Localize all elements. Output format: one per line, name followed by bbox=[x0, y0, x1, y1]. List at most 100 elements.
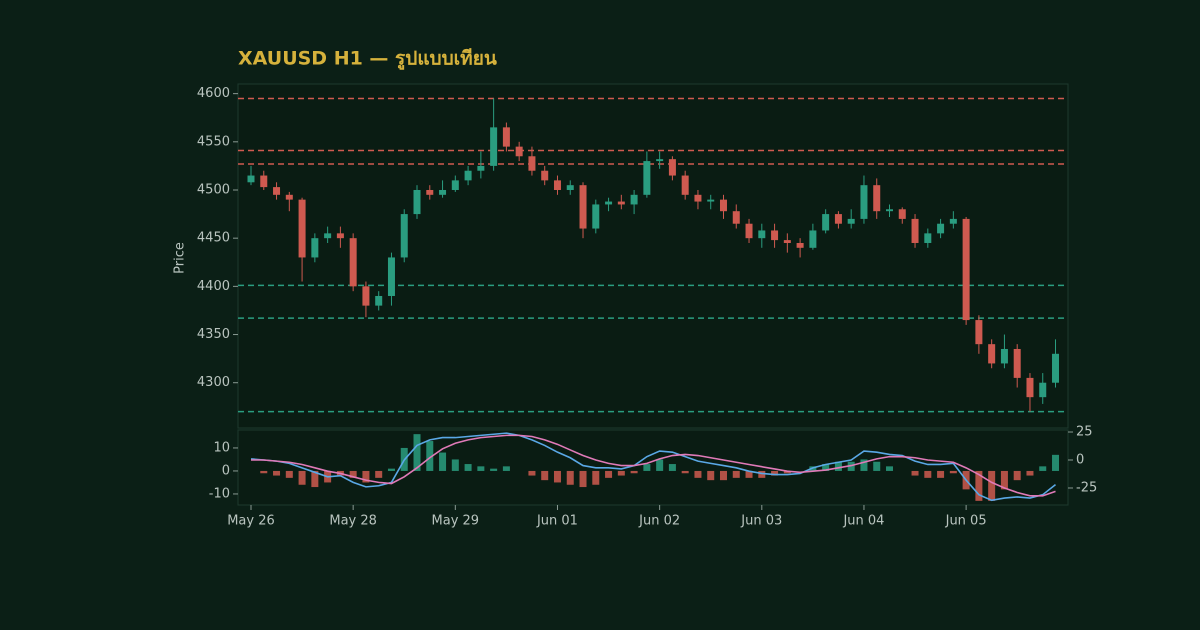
histogram-bar bbox=[298, 470, 306, 485]
candle-body bbox=[668, 159, 676, 176]
histogram-bar bbox=[860, 459, 868, 471]
y-tick-label: 4500 bbox=[197, 182, 230, 197]
candle-body bbox=[707, 199, 715, 202]
candle-body bbox=[362, 286, 370, 306]
histogram-bar bbox=[273, 470, 281, 476]
histogram-bar bbox=[285, 470, 293, 478]
candle-body bbox=[260, 175, 268, 188]
histogram-bar bbox=[1052, 454, 1060, 471]
histogram-bar bbox=[592, 470, 600, 485]
candle-body bbox=[1039, 382, 1047, 398]
histogram-bar bbox=[490, 468, 498, 471]
candle-body bbox=[324, 233, 332, 239]
price-panel bbox=[237, 83, 1069, 429]
candle-body bbox=[758, 230, 766, 239]
histogram-bar bbox=[605, 470, 613, 478]
candle-body bbox=[924, 233, 932, 243]
x-tick-label: Jun 03 bbox=[740, 514, 782, 529]
histogram-bar bbox=[502, 466, 510, 471]
candle-body bbox=[490, 127, 498, 166]
histogram-bar bbox=[1000, 470, 1008, 490]
histogram-bar bbox=[477, 466, 485, 471]
candle-body bbox=[477, 165, 485, 171]
candle-body bbox=[745, 223, 753, 239]
histogram-bar bbox=[656, 459, 664, 471]
histogram-bar bbox=[451, 459, 459, 471]
candle-body bbox=[1052, 353, 1060, 383]
histogram-bar bbox=[1039, 466, 1047, 471]
x-tick-label: Jun 02 bbox=[638, 514, 680, 529]
candle-body bbox=[860, 185, 868, 219]
candle-body bbox=[975, 320, 983, 345]
candle-body bbox=[400, 214, 408, 258]
histogram-bar bbox=[937, 470, 945, 478]
candle-body bbox=[515, 146, 523, 157]
candle-body bbox=[911, 218, 919, 243]
histogram-bar bbox=[375, 470, 383, 478]
x-tick-label: Jun 01 bbox=[536, 514, 578, 529]
histogram-bar bbox=[439, 452, 447, 471]
y-tick-label: 4450 bbox=[197, 231, 230, 246]
candle-body bbox=[834, 214, 842, 224]
candle-body bbox=[349, 238, 357, 287]
histogram-bar bbox=[387, 468, 395, 471]
candle-body bbox=[464, 170, 472, 181]
histogram-bar bbox=[834, 461, 842, 471]
candle-body bbox=[630, 194, 638, 205]
histogram-bar bbox=[630, 470, 638, 474]
histogram-bar bbox=[668, 464, 676, 471]
candle-body bbox=[502, 127, 510, 147]
histogram-bar bbox=[771, 470, 779, 476]
candle-body bbox=[962, 218, 970, 321]
candle-body bbox=[566, 185, 574, 190]
macd-line bbox=[250, 432, 1057, 502]
histogram-bar bbox=[426, 441, 434, 471]
histogram-bar bbox=[873, 461, 881, 471]
histogram-bar bbox=[719, 470, 727, 481]
candle-body bbox=[694, 194, 702, 202]
candle-body bbox=[643, 161, 651, 195]
candle-body bbox=[451, 180, 459, 190]
candle-body bbox=[605, 201, 613, 205]
candle-body bbox=[553, 180, 561, 190]
histogram-bar bbox=[975, 470, 983, 501]
candle-body bbox=[949, 218, 957, 224]
y-tick-label: 0 bbox=[222, 463, 230, 478]
candle-body bbox=[809, 230, 817, 248]
x-tick-label: Jun 04 bbox=[842, 514, 884, 529]
candle-body bbox=[898, 209, 906, 219]
candle-body bbox=[273, 187, 281, 195]
candle-body bbox=[886, 209, 893, 212]
macd-panel bbox=[237, 429, 1069, 506]
y-tick-label: 4400 bbox=[197, 279, 230, 294]
histogram-bar bbox=[681, 470, 689, 474]
candle-body bbox=[783, 240, 791, 243]
candle-body bbox=[937, 223, 945, 234]
candle-body bbox=[413, 189, 421, 215]
candle-body bbox=[336, 233, 344, 239]
x-tick-label: May 28 bbox=[329, 514, 377, 529]
candle-body bbox=[732, 211, 740, 224]
candle-body bbox=[1026, 377, 1034, 398]
candle-body bbox=[298, 199, 306, 258]
y-tick-label: 4550 bbox=[197, 134, 230, 149]
histogram-bar bbox=[541, 470, 549, 481]
candle-body bbox=[579, 185, 587, 229]
y2-tick-label: 0 bbox=[1076, 453, 1084, 468]
candle-body bbox=[681, 175, 689, 195]
histogram-bar bbox=[643, 464, 651, 471]
candle-body bbox=[387, 257, 395, 296]
candle-body bbox=[426, 189, 434, 195]
histogram-bar bbox=[886, 466, 893, 471]
y-tick-label: 4350 bbox=[197, 327, 230, 342]
histogram-bar bbox=[949, 470, 957, 474]
histogram-bar bbox=[553, 470, 561, 483]
candle-body bbox=[822, 214, 830, 231]
candle-body bbox=[528, 156, 536, 171]
histogram-bar bbox=[758, 470, 766, 478]
histogram-bar bbox=[694, 470, 702, 478]
histogram-bar bbox=[413, 434, 421, 471]
candle-body bbox=[1013, 348, 1021, 378]
histogram-bar bbox=[311, 470, 319, 488]
y-tick-label: 10 bbox=[213, 440, 230, 455]
